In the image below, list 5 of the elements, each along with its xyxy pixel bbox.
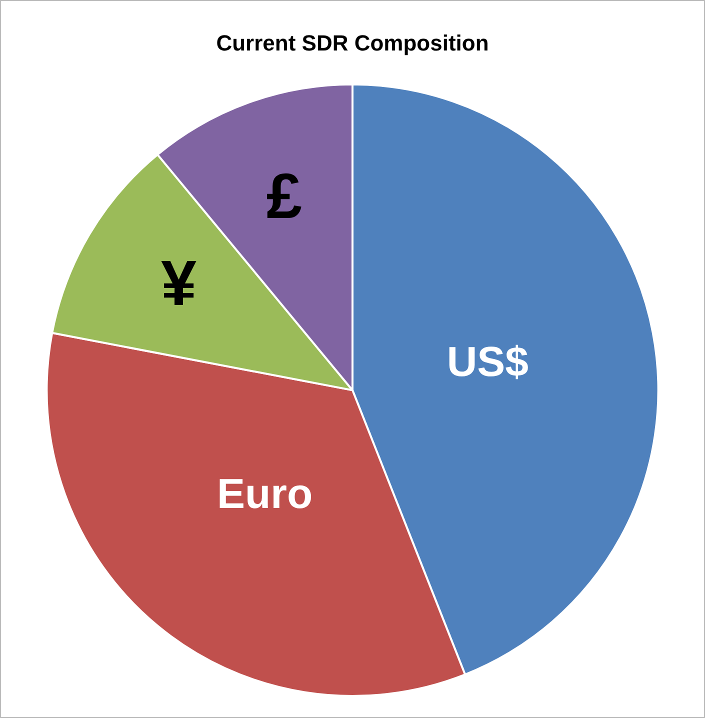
chart-title: Current SDR Composition [216,30,489,56]
slice-label: £ [266,160,302,232]
slice-label: ¥ [160,247,197,320]
slice-label: US$ [446,338,529,385]
slice-label: Euro [216,470,313,517]
